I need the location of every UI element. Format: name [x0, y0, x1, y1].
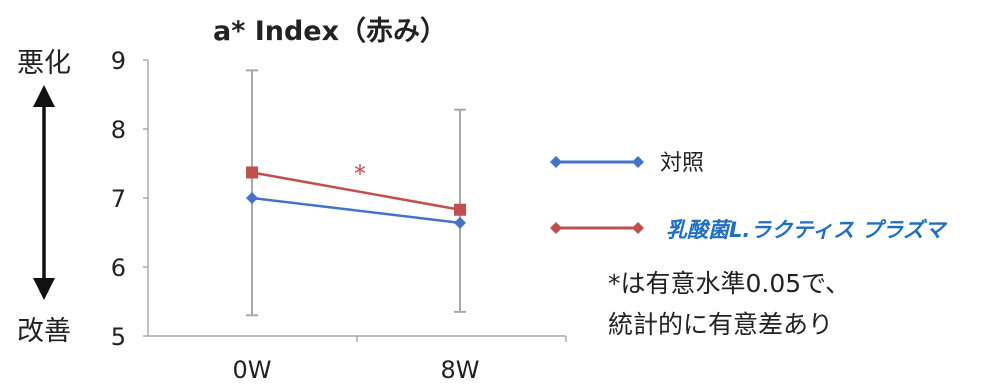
data-point-control: [454, 216, 466, 229]
direction-arrow-icon: [33, 85, 55, 300]
significance-mark: *: [354, 160, 366, 188]
y-tick-label: 5: [111, 323, 126, 351]
legend-control-label: 対照: [660, 151, 704, 176]
x-tick-label: 8W: [441, 356, 480, 384]
legend-treatment-label: 乳酸菌L.ラクティス プラズマ: [666, 218, 948, 242]
data-point-treatment: [454, 203, 466, 216]
worse-label: 悪化: [17, 48, 71, 79]
legend-control-swatch: [550, 156, 644, 168]
legend-treatment-swatch: [550, 222, 644, 234]
y-tick-label: 6: [111, 254, 126, 282]
footnote-line-1: *は有意水準0.05で、: [608, 269, 850, 298]
y-tick-label: 9: [111, 47, 126, 75]
x-tick-label: 0W: [233, 356, 272, 384]
legend: 対照 乳酸菌L.ラクティス プラズマ: [550, 151, 948, 242]
data-point-control: [246, 192, 258, 204]
better-label: 改善: [17, 316, 71, 347]
series-line-treatment: [251, 171, 461, 211]
y-tick-label: 8: [111, 116, 126, 144]
chart-title: a* Index（赤み）: [213, 16, 447, 47]
footnote-line-2: 統計的に有意差あり: [608, 310, 833, 339]
series-line-control: [251, 196, 461, 225]
data-point-treatment: [246, 166, 258, 179]
y-tick-label: 7: [111, 185, 126, 213]
